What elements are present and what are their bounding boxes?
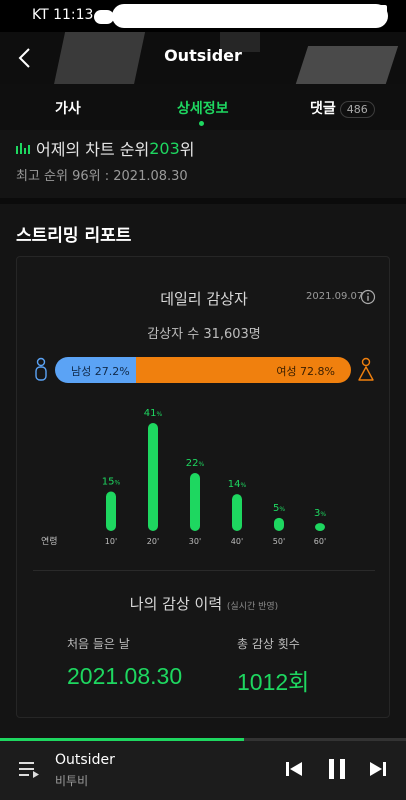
first-listened-label: 처음 들은 날 — [67, 637, 130, 651]
age-bar — [232, 494, 242, 531]
album-art-backdrop — [220, 32, 260, 52]
total-plays-label: 총 감상 횟수 — [237, 637, 300, 651]
age-bar-value: 41% — [144, 408, 163, 419]
tab-detail-info[interactable]: 상세정보 — [177, 98, 229, 118]
history-title-text: 나의 감상 이력 — [129, 595, 223, 613]
age-distribution-chart: 연령 15% 10' 41% 20' 22% 30' 14% 40' 5% 50' 3% 60' — [41, 408, 326, 547]
age-tick-label: 60' — [314, 537, 326, 546]
age-axis-label: 연령 — [41, 535, 58, 547]
chart-rank-suffix: 위 — [179, 140, 195, 159]
female-segment: 여성 72.8% — [135, 357, 351, 383]
carrier-time: KT 11:13 — [32, 7, 94, 23]
progress-fill — [0, 738, 244, 741]
chart-rank-value: 203 — [149, 138, 180, 158]
info-icon[interactable] — [360, 289, 376, 305]
male-segment: 남성 27.2% — [55, 357, 136, 383]
age-bar — [315, 523, 325, 531]
age-bar-value: 5% — [273, 503, 285, 514]
playlist-icon[interactable] — [18, 758, 40, 780]
age-bar — [148, 423, 158, 531]
age-bar-value: 22% — [186, 458, 205, 469]
female-ratio-label: 여성 72.8% — [276, 365, 335, 378]
age-tick-label: 10' — [105, 537, 117, 546]
age-tick-label: 40' — [231, 537, 243, 546]
chart-rank: 어제의 차트 순위 203 위 — [16, 136, 195, 160]
page-title: Outsider — [164, 46, 242, 65]
next-track-icon[interactable] — [369, 760, 387, 778]
chart-rank-prefix: 어제의 차트 순위 — [36, 140, 150, 159]
status-bar: KT 11:13 — [0, 0, 406, 32]
status-redaction — [377, 5, 387, 15]
age-bar-value: 3% — [314, 508, 326, 519]
back-arrow-icon[interactable] — [12, 44, 40, 72]
age-tick-label: 30' — [189, 537, 201, 546]
history-subtitle: (실시간 반영) — [226, 602, 279, 612]
listener-count: 감상자 수 31,603명 — [147, 327, 261, 342]
best-rank: 최고 순위 96위 : 2021.08.30 — [16, 169, 188, 184]
active-tab-indicator — [199, 121, 204, 126]
tab-lyrics[interactable]: 가사 — [55, 98, 81, 118]
age-bar — [106, 491, 116, 531]
tab-label: 댓글 — [310, 101, 336, 117]
track-artist: 비투비 — [55, 774, 89, 788]
chart-bars-icon — [16, 143, 30, 154]
age-bar — [274, 517, 284, 531]
header: Outsider — [0, 32, 406, 84]
card-divider — [33, 570, 375, 571]
gender-ratio-bar: 남성 27.2% 여성 72.8% — [55, 357, 351, 383]
pause-icon[interactable] — [327, 758, 347, 780]
streaming-report-title: 스트리밍 리포트 — [16, 226, 132, 246]
total-plays-value: 1012회 — [237, 669, 310, 695]
age-bar-value: 15% — [102, 476, 121, 487]
female-icon — [358, 357, 374, 381]
male-ratio-label: 남성 27.2% — [71, 365, 130, 378]
mini-player[interactable]: Outsider 비투비 — [0, 738, 406, 800]
daily-date: 2021.09.07 — [306, 291, 364, 302]
age-bar-value: 14% — [228, 479, 247, 490]
previous-track-icon[interactable] — [285, 760, 303, 778]
age-tick-label: 50' — [273, 537, 285, 546]
track-title: Outsider — [55, 752, 115, 768]
tab-comments[interactable]: 댓글 486 — [310, 98, 375, 118]
listening-history-title: 나의 감상 이력 (실시간 반영) — [17, 593, 391, 614]
status-redaction — [112, 4, 388, 28]
comment-count-badge: 486 — [339, 101, 375, 118]
age-bar — [190, 473, 200, 531]
tab-label: 상세정보 — [177, 101, 229, 117]
progress-bar[interactable] — [0, 738, 406, 741]
section-divider — [0, 198, 406, 204]
streaming-report-card: 데일리 감상자 2021.09.07 감상자 수 31,603명 남성 27.2… — [16, 256, 390, 718]
age-tick-label: 20' — [147, 537, 159, 546]
tab-bar: 가사 상세정보 댓글 486 — [0, 84, 406, 130]
first-listened-value: 2021.08.30 — [67, 663, 183, 689]
male-icon — [35, 357, 47, 381]
daily-listeners-title: 데일리 감상자 — [160, 290, 248, 308]
tab-label: 가사 — [55, 101, 81, 117]
status-redaction — [94, 10, 114, 24]
